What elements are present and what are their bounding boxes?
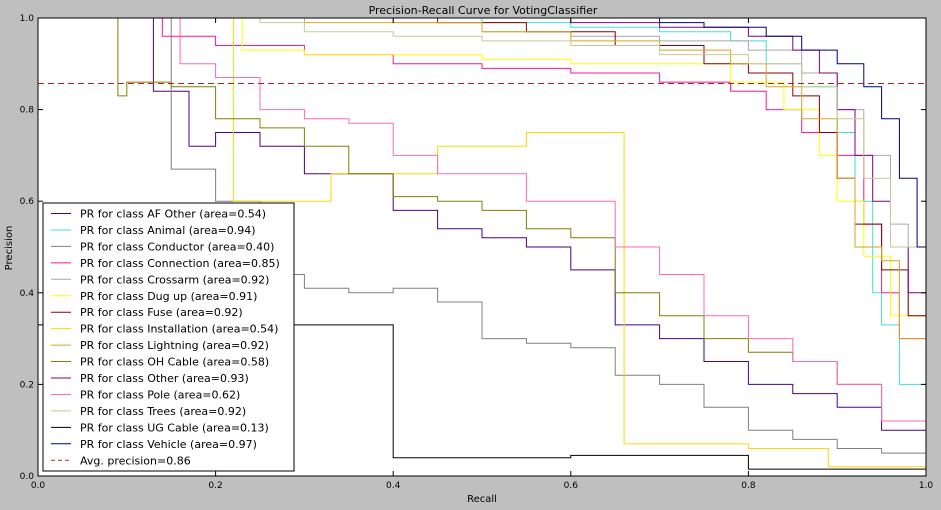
x-tick-label: 0.4 — [386, 481, 401, 491]
y-tick-label: 0.8 — [20, 106, 35, 116]
series-line-0 — [38, 17, 927, 440]
y-tick-label: 1.0 — [20, 14, 35, 24]
legend-label-13: PR for class UG Cable (area=0.13) — [80, 421, 269, 434]
legend-label-1: PR for class Animal (area=0.94) — [80, 224, 256, 237]
y-tick-label: 0.2 — [20, 380, 34, 390]
plot-frame — [37, 17, 927, 477]
x-axis-label: Recall — [467, 494, 497, 505]
series-line-7 — [38, 17, 926, 468]
chart-title: Precision-Recall Curve for VotingClassif… — [369, 4, 598, 17]
x-tick-label: 0.0 — [31, 481, 46, 491]
legend-label-6: PR for class Fuse (area=0.92) — [80, 306, 243, 319]
legend-label-7: PR for class Installation (area=0.54) — [80, 323, 278, 336]
x-tick-label: 0.8 — [741, 481, 756, 491]
y-tick-label: 0.6 — [20, 197, 35, 207]
legend-label-14: PR for class Vehicle (area=0.97) — [80, 438, 257, 451]
series-line-8 — [38, 17, 927, 385]
legend-box — [42, 202, 295, 472]
legend-label-11: PR for class Pole (area=0.62) — [80, 388, 240, 401]
y-tick-label: 0.0 — [20, 472, 35, 482]
legend-label-4: PR for class Crossarm (area=0.92) — [80, 273, 269, 286]
legend-label-2: PR for class Conductor (area=0.40) — [80, 240, 274, 253]
x-tick-label: 0.2 — [208, 481, 222, 491]
y-tick-label: 0.4 — [20, 289, 35, 299]
y-axis-label: Precision — [4, 226, 15, 271]
series-layer — [38, 17, 927, 470]
legend-label-3: PR for class Connection (area=0.85) — [80, 257, 280, 270]
series-line-12 — [38, 17, 927, 339]
legend-label-12: PR for class Trees (area=0.92) — [80, 405, 246, 418]
legend-label-15: Avg. precision=0.86 — [80, 454, 191, 467]
legend-label-10: PR for class Other (area=0.93) — [80, 372, 249, 385]
legend-label-0: PR for class AF Other (area=0.54) — [80, 208, 266, 221]
legend-label-5: PR for class Dug up (area=0.91) — [80, 290, 257, 303]
series-line-2 — [38, 17, 927, 458]
axis-ticks: 0.0 0.2 0.4 0.6 0.8 1.0 0.0 0.2 0.4 0.6 0.8 1.0 — [20, 14, 934, 491]
x-tick-label: 0.6 — [564, 481, 579, 491]
legend-entries: PR for class AF Other (area=0.54) PR for … — [51, 208, 280, 467]
series-line-13 — [38, 324, 926, 470]
legend-label-9: PR for class OH Cable (area=0.58) — [80, 356, 269, 369]
series-line-11 — [38, 17, 927, 449]
x-tick-label: 1.0 — [919, 481, 934, 491]
legend-label-8: PR for class Lightning (area=0.92) — [80, 339, 269, 352]
series-line-14 — [38, 17, 927, 339]
legend: PR for class AF Other (area=0.54) PR for … — [42, 202, 295, 472]
